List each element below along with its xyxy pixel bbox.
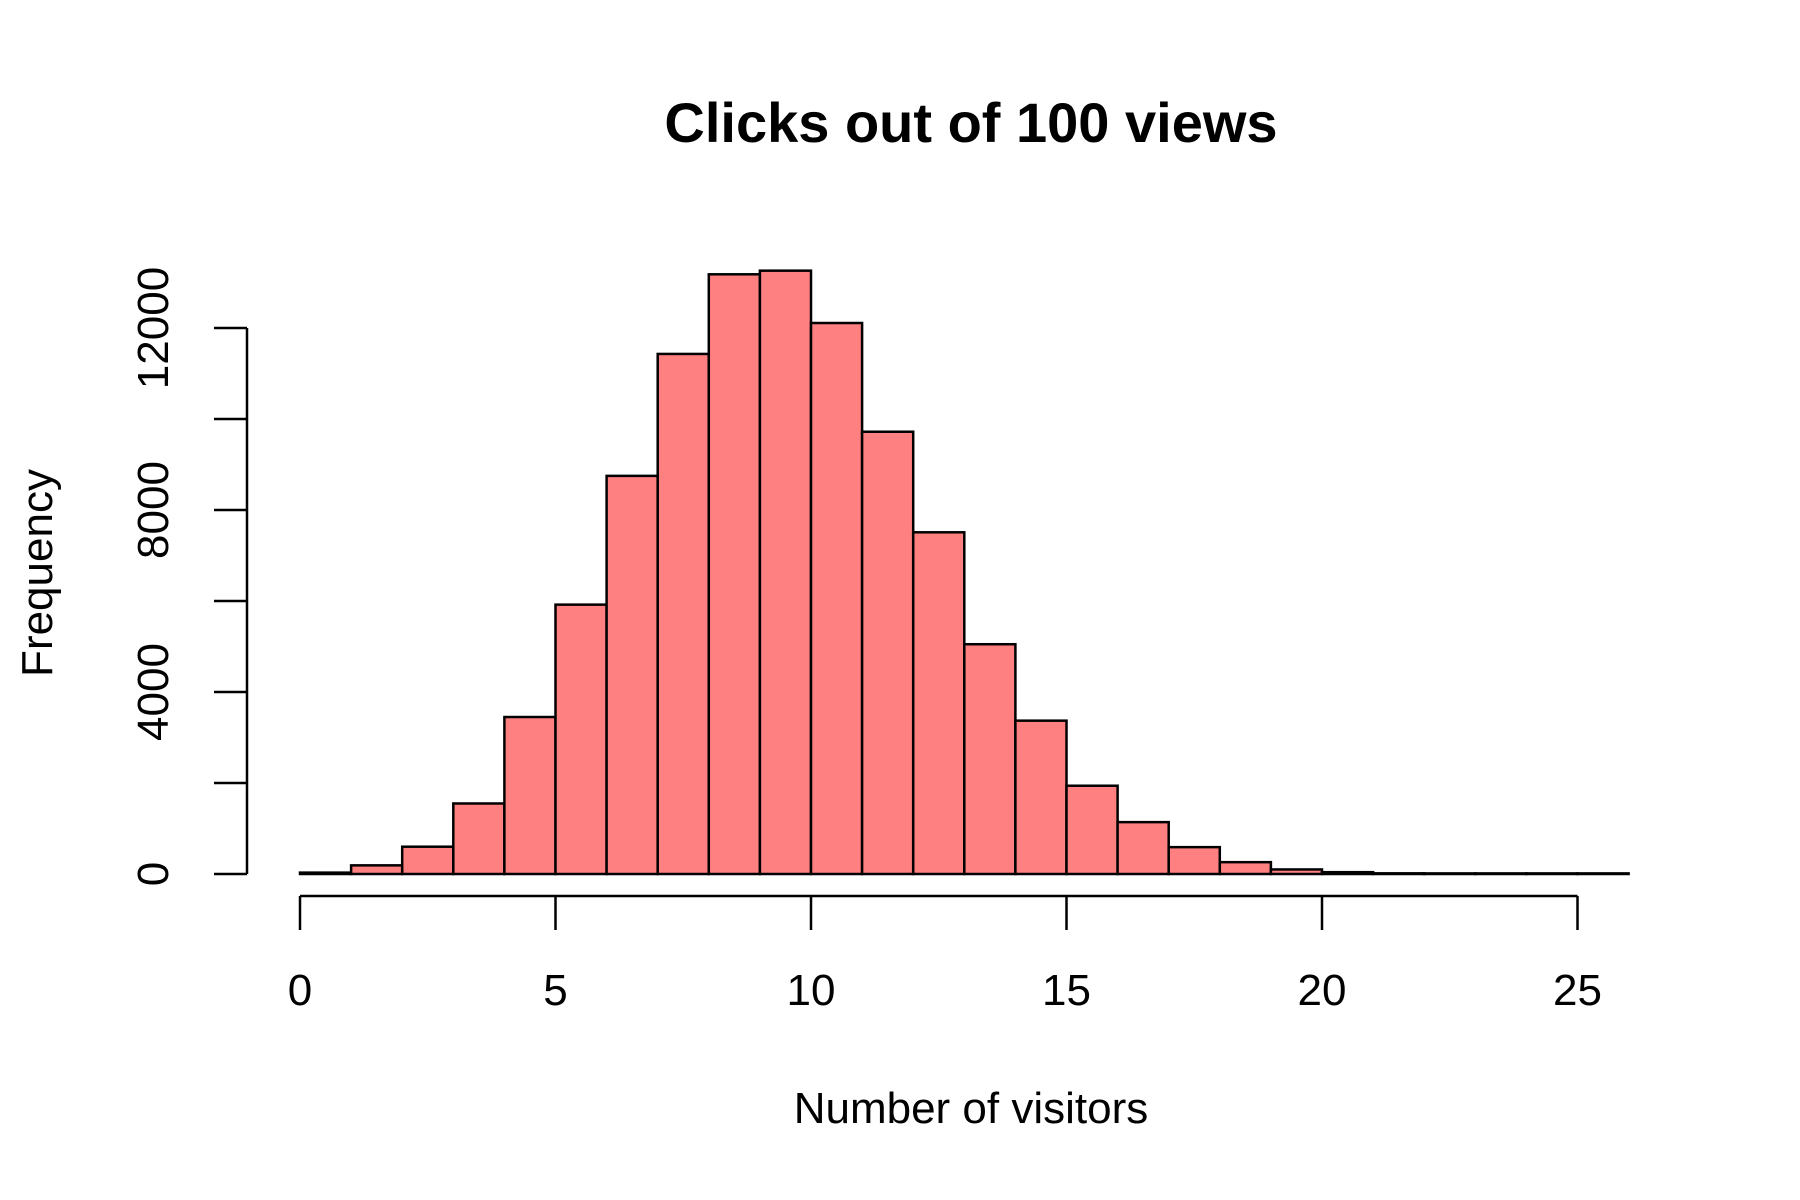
histogram-bar-15-16: [1065, 784, 1119, 876]
x-tick-label-0: 0: [288, 966, 312, 1015]
histogram-bar-23-24: [1474, 872, 1528, 876]
y-axis-label: Frequency: [13, 469, 62, 677]
x-tick-label-20: 20: [1298, 966, 1347, 1015]
histogram-bar-0-1: [298, 871, 353, 876]
histogram-bar-24-25: [1525, 872, 1579, 876]
x-tick-label-10: 10: [787, 966, 836, 1015]
histogram-bar-17-18: [1167, 845, 1222, 876]
bars-group: [298, 269, 1630, 876]
histogram-bar-10-11: [809, 321, 864, 876]
histogram-bar-2-3: [400, 845, 455, 876]
histogram-bar-6-7: [605, 474, 659, 876]
chart-title: Clicks out of 100 views: [664, 91, 1277, 154]
histogram-bar-4-5: [503, 715, 557, 876]
y-axis: 0 4000 8000 12000: [129, 267, 249, 886]
histogram-bar-5-6: [554, 603, 608, 876]
x-axis: 0 5 10 15 20 25: [288, 894, 1602, 1015]
histogram-bar-12-13: [911, 531, 966, 876]
histogram-bar-11-12: [860, 430, 915, 876]
x-axis-label: Number of visitors: [794, 1084, 1149, 1133]
histogram-bar-13-14: [963, 642, 1017, 876]
y-tick-label-12000: 12000: [129, 267, 178, 389]
x-tick-label-25: 25: [1553, 966, 1602, 1015]
histogram-bar-21-22: [1371, 872, 1426, 876]
histogram-bar-14-15: [1014, 719, 1068, 876]
histogram-bar-22-23: [1422, 872, 1477, 876]
histogram-bar-9-10: [758, 269, 813, 876]
histogram-bar-7-8: [656, 352, 711, 876]
x-tick-label-15: 15: [1042, 966, 1091, 1015]
histogram-bar-3-4: [452, 802, 506, 876]
histogram-bar-25-26: [1576, 872, 1630, 876]
y-tick-label-4000: 4000: [129, 643, 178, 741]
histogram-bar-1-2: [349, 864, 404, 876]
histogram-bar-18-19: [1218, 860, 1273, 876]
y-tick-label-8000: 8000: [129, 461, 178, 559]
y-tick-label-0: 0: [129, 862, 178, 886]
histogram-bar-16-17: [1116, 820, 1170, 876]
x-tick-label-5: 5: [543, 966, 567, 1015]
histogram-bar-20-21: [1320, 870, 1375, 876]
histogram-bar-19-20: [1269, 868, 1324, 876]
histogram-bar-8-9: [707, 273, 762, 876]
